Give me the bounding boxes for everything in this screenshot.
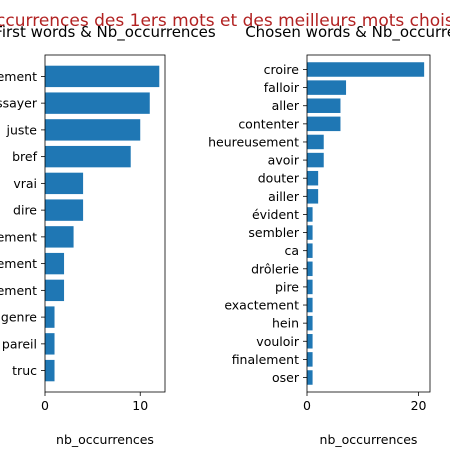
category-label: essayer [0, 96, 38, 111]
category-label: heureusement [208, 134, 299, 149]
x-tick-label: 0 [41, 398, 49, 413]
axes-frame [44, 54, 166, 393]
category-label: pareil [2, 336, 37, 351]
bar-first-words-5 [45, 199, 84, 221]
category-label: hein [272, 316, 299, 331]
chart-first-words: First words & Nb_occurrences finalement es… [0, 23, 216, 447]
category-label: vouloir [256, 334, 300, 349]
bar-chosen-words-5 [307, 152, 324, 168]
category-label: évident [252, 207, 299, 222]
x-tick-label: 20 [411, 398, 427, 413]
bar-chosen-words-17 [307, 370, 313, 385]
category-label: dire [13, 203, 37, 218]
bar-first-words-1 [45, 92, 150, 114]
category-label: falloir [264, 80, 300, 95]
x-tick-label: 10 [132, 398, 148, 413]
bar-chosen-words-7 [307, 189, 319, 204]
x-axis-label: nb_occurrences [320, 432, 418, 447]
category-label: contenter [238, 116, 300, 131]
bar-chosen-words-13 [307, 297, 313, 313]
bar-first-words-9 [45, 306, 55, 328]
bar-chosen-words-0 [307, 62, 425, 77]
x-axis-label: nb_occurrences [56, 432, 154, 447]
category-label: sembler [248, 225, 299, 240]
bar-chosen-words-2 [307, 98, 341, 113]
category-label: croire [264, 62, 300, 77]
chart-title: Chosen words & Nb_occurrences [245, 23, 450, 42]
bar-chosen-words-10 [307, 243, 313, 258]
category-label: oser [272, 370, 300, 385]
category-label: vrai [13, 176, 37, 191]
bar-first-words-7 [45, 252, 65, 275]
x-tick-label: 0 [303, 398, 311, 413]
category-label: ailler [268, 189, 300, 204]
bar-first-words-4 [45, 172, 84, 195]
bar-first-words-6 [45, 226, 74, 248]
category-label: pire [275, 279, 299, 294]
category-label: drôlerie [251, 261, 299, 276]
bar-chosen-words-1 [307, 80, 347, 95]
category-label: aller [272, 98, 300, 113]
bar-first-words-8 [45, 279, 65, 302]
category-label: bref [12, 149, 37, 164]
bar-chosen-words-6 [307, 170, 319, 186]
bar-first-words-3 [45, 145, 131, 168]
bar-chosen-words-4 [307, 134, 324, 150]
figure-suptitle: Occurrences des 1ers mots et des meilleu… [0, 11, 450, 31]
bar-chosen-words-14 [307, 315, 313, 331]
bar-first-words-11 [45, 359, 55, 382]
category-label: finalement [0, 69, 37, 84]
category-label: finalement [232, 352, 299, 367]
bar-chosen-words-12 [307, 279, 313, 295]
category-label: franchement [0, 283, 37, 298]
category-label: exactement [0, 229, 37, 244]
category-label: douter [258, 171, 300, 186]
bar-chosen-words-8 [307, 207, 313, 222]
category-label: avoir [268, 153, 300, 168]
category-label: genre [1, 310, 37, 325]
bar-first-words-0 [45, 65, 160, 88]
category-label: truc [12, 363, 37, 378]
category-label: heureusement [0, 256, 37, 271]
bar-chosen-words-9 [307, 225, 313, 240]
bar-chosen-words-16 [307, 352, 313, 367]
category-label: juste [6, 122, 38, 137]
bar-first-words-10 [45, 333, 55, 355]
category-label: ca [284, 243, 299, 258]
axes-frame [306, 54, 431, 393]
chart-title: First words & Nb_occurrences [0, 23, 216, 42]
chart-chosen-words: Chosen words & Nb_occurrencescroire fallo… [208, 23, 450, 447]
bar-first-words-2 [45, 119, 141, 141]
bar-chosen-words-11 [307, 261, 313, 277]
category-label: exactement [224, 298, 299, 313]
bar-chosen-words-15 [307, 334, 313, 349]
bar-chosen-words-3 [307, 116, 341, 132]
